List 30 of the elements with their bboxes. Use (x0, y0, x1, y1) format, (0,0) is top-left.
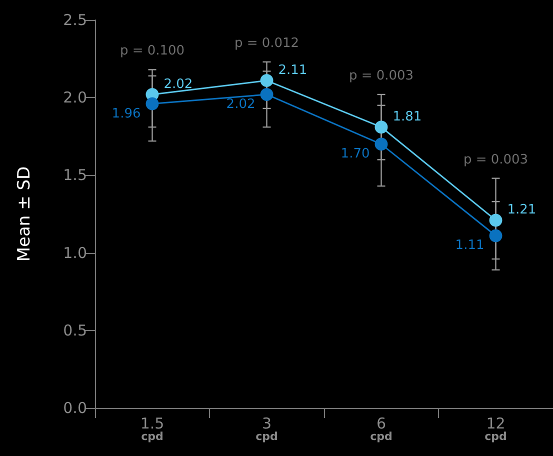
data-label: 1.11 (455, 238, 484, 254)
y-axis-title: Mean ± SD (14, 166, 34, 262)
data-label: 1.81 (392, 110, 422, 125)
point (260, 88, 274, 101)
point (374, 138, 388, 151)
x-tick-label: 6 cpd (370, 414, 392, 443)
y-tick-label: 0.5 (63, 321, 87, 340)
annotation: p = 0.012 (234, 36, 300, 51)
y-tick-label: 1.0 (63, 244, 87, 262)
x-tick-label: 12 cpd (484, 414, 507, 443)
point (260, 74, 274, 88)
annotation: p = 0.003 (463, 152, 528, 168)
point (489, 214, 502, 227)
data-label: 1.21 (507, 202, 536, 218)
point (374, 120, 388, 134)
y-tick-label: 2.5 (63, 11, 87, 29)
point (489, 229, 502, 242)
data-label: 1.70 (340, 146, 370, 162)
y-tick-label: 1.5 (63, 166, 87, 184)
y-tick-label: 0.0 (63, 399, 87, 417)
data-label: 2.02 (164, 76, 193, 92)
data-label: 2.02 (226, 96, 256, 112)
y-tick-label: 2.0 (63, 88, 87, 107)
annotation: p = 0.100 (120, 44, 185, 59)
x-tick-label: 3 cpd (256, 414, 278, 443)
annotation: p = 0.003 (348, 68, 414, 84)
x-tick-label: 1.5 cpd (140, 414, 164, 443)
data-label: 2.11 (278, 63, 308, 78)
point (146, 97, 159, 110)
data-label: 1.96 (112, 106, 141, 122)
